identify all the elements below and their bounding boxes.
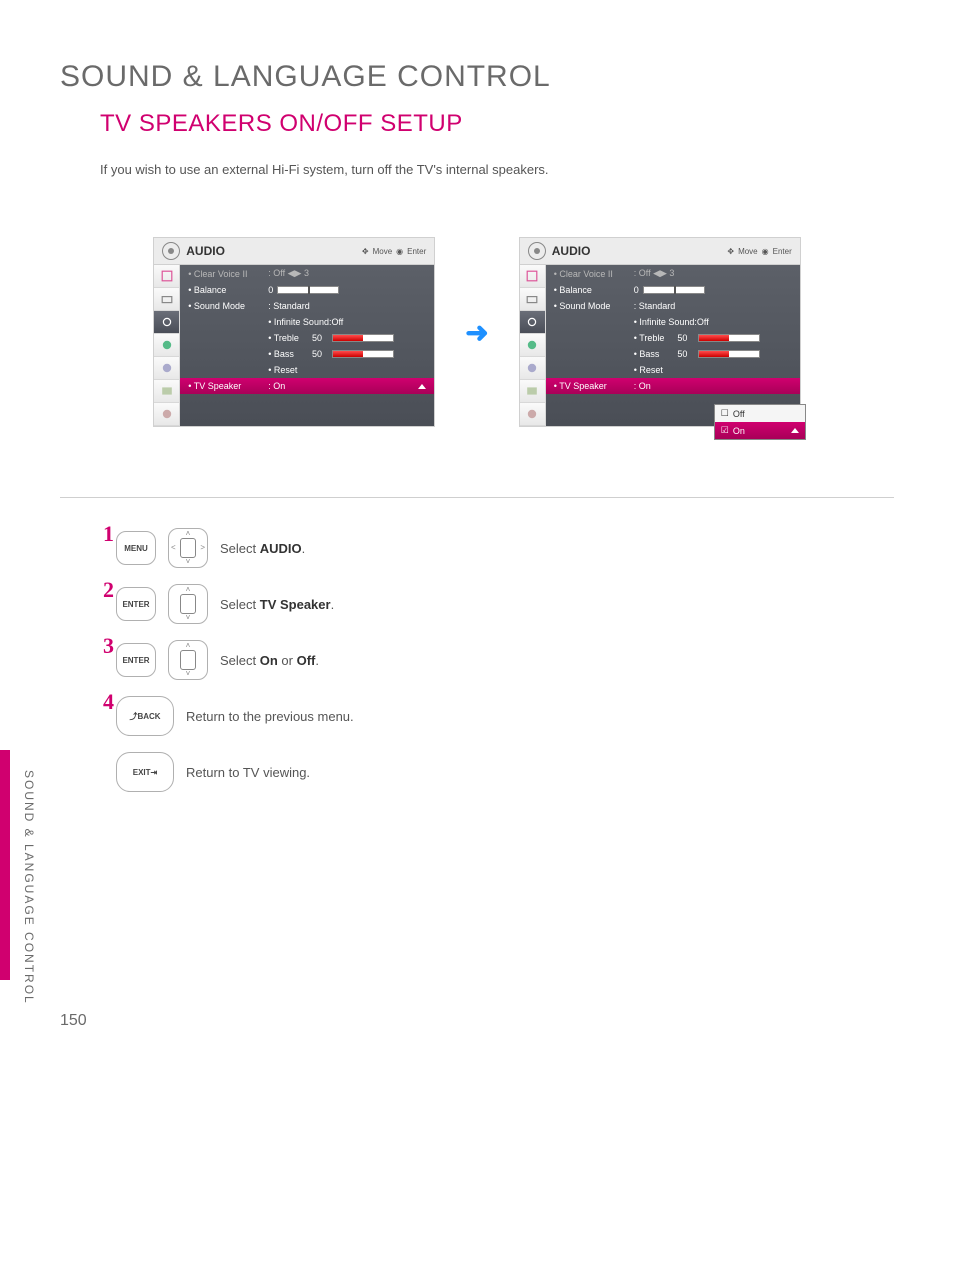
enter-button: ENTER [116, 587, 156, 621]
step-text: Select TV Speaker. [220, 597, 334, 612]
step-text: Return to TV viewing. [186, 765, 310, 780]
step-number: 3 [100, 633, 114, 659]
osd-nav-hint: ✥Move ◉Enter [362, 247, 426, 256]
osd-screen-after: AUDIO ✥Move ◉Enter • Clea [519, 237, 801, 427]
osd-category-tabs [520, 265, 546, 426]
menu-button: MENU [116, 531, 156, 565]
arrow-icon: ➜ [465, 316, 488, 349]
step-text: Select On or Off. [220, 653, 319, 668]
audio-icon [162, 242, 180, 260]
audio-icon [528, 242, 546, 260]
exit-button: EXIT ⇥ [116, 752, 174, 792]
side-tab-marker [0, 750, 10, 980]
dpad-icon: ˄˅ [168, 640, 208, 680]
instruction-steps: 1 MENU ˄˅˂˃ Select AUDIO. 2 ENTER ˄˅ Sel… [100, 528, 894, 792]
dpad-icon: ˄˅ [168, 584, 208, 624]
osd-category-tabs [154, 265, 180, 426]
sub-heading: TV SPEAKERS ON/OFF SETUP [100, 110, 894, 138]
tv-speaker-popup: ☐Off ☑On [714, 404, 806, 440]
osd-title: AUDIO [552, 244, 591, 258]
osd-screenshots: AUDIO ✥Move ◉Enter • Clea [60, 237, 894, 427]
osd-title: AUDIO [186, 244, 225, 258]
main-heading: SOUND & LANGUAGE CONTROL [60, 60, 894, 94]
description-text: If you wish to use an external Hi-Fi sys… [100, 162, 894, 177]
osd-screen-before: AUDIO ✥Move ◉Enter • Clea [153, 237, 435, 427]
step-number: 2 [100, 577, 114, 603]
side-section-label: SOUND & LANGUAGE CONTROL [22, 770, 36, 1005]
dpad-icon: ˄˅˂˃ [168, 528, 208, 568]
step-number: 1 [100, 521, 114, 547]
enter-button: ENTER [116, 643, 156, 677]
back-button: ⤴BACK [116, 696, 174, 736]
step-number: 4 [100, 689, 114, 715]
osd-nav-hint: ✥Move ◉Enter [727, 247, 791, 256]
step-text: Select AUDIO. [220, 541, 305, 556]
page-number: 150 [60, 1012, 894, 1030]
divider [60, 497, 894, 498]
step-text: Return to the previous menu. [186, 709, 354, 724]
